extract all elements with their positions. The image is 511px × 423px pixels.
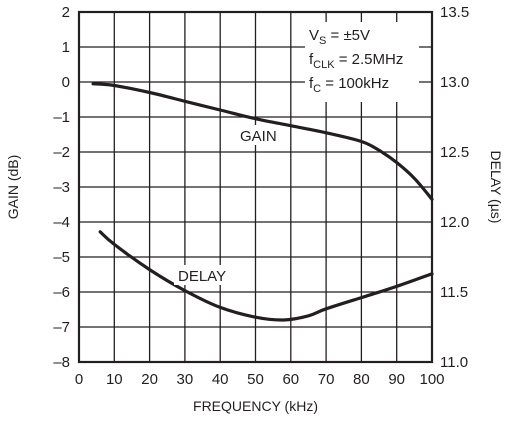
- right-tick-label: 12.5: [440, 144, 469, 161]
- left-tick-label: –6: [53, 284, 70, 301]
- right-tick-label: 11.0: [440, 354, 468, 371]
- left-tick-label: –5: [53, 249, 70, 266]
- gain-label-group: GAIN: [236, 125, 280, 145]
- x-tick-label: 90: [388, 371, 405, 388]
- x-tick-label: 100: [419, 371, 444, 388]
- right-tick-label: 11.5: [440, 284, 468, 301]
- conditions-box: VS = ±5V fCLK = 2.5MHz fC = 100kHz: [305, 22, 419, 102]
- left-tick-label: –2: [53, 144, 70, 161]
- left-tick-label: –8: [53, 354, 70, 371]
- condition-fclk-symbol: f: [309, 51, 314, 68]
- x-tick-label: 60: [282, 371, 299, 388]
- x-tick-label: 10: [106, 371, 123, 388]
- x-tick-label: 30: [177, 371, 194, 388]
- left-tick-label: –4: [53, 214, 70, 231]
- x-tick-label: 0: [75, 371, 83, 388]
- right-axis-tick-labels: 13.5 13.0 12.5 12.0 11.5 11.0: [440, 4, 469, 371]
- condition-vs-subscript: S: [319, 35, 326, 47]
- x-axis-title: FREQUENCY (kHz): [193, 398, 318, 414]
- delay-curve-label: DELAY: [178, 268, 226, 285]
- left-tick-label: 2: [62, 4, 70, 21]
- left-axis-tick-labels: 2 1 0 –1 –2 –3 –4 –5 –6 –7 –8: [53, 4, 70, 371]
- grid-lines: [79, 12, 432, 362]
- condition-fc-subscript: C: [313, 83, 321, 95]
- delay-label-group: DELAY: [174, 265, 228, 285]
- gain-label-background: [236, 125, 280, 145]
- condition-vs-value: = ±5V: [326, 27, 370, 44]
- gain-curve-label: GAIN: [240, 128, 277, 145]
- left-axis-title: GAIN (dB): [5, 155, 21, 220]
- condition-vs-symbol: V: [309, 27, 319, 44]
- right-tick-label: 13.0: [440, 74, 469, 91]
- x-tick-label: 80: [353, 371, 370, 388]
- condition-fc-value: = 100kHz: [321, 75, 389, 92]
- series-line-gain: [91, 82, 434, 201]
- x-axis-tick-labels: 0 10 20 30 40 50 60 70 80 90 100: [75, 371, 445, 388]
- condition-fclk-subscript: CLK: [313, 59, 335, 71]
- x-tick-label: 40: [212, 371, 229, 388]
- left-tick-label: –1: [53, 109, 70, 126]
- delay-label-background: [174, 265, 228, 285]
- series-line-delay: [98, 230, 434, 322]
- left-tick-label: 1: [62, 39, 70, 56]
- plot-frame: [77, 10, 434, 364]
- condition-fc-symbol: f: [309, 75, 314, 92]
- x-tick-label: 70: [318, 371, 335, 388]
- condition-vs: VS = ±5V: [309, 27, 370, 47]
- condition-fclk-value: = 2.5MHz: [335, 51, 404, 68]
- data-series: [91, 82, 434, 322]
- left-tick-label: –7: [53, 319, 70, 336]
- condition-fc: fC = 100kHz: [309, 75, 389, 95]
- right-tick-label: 13.5: [440, 4, 469, 21]
- x-tick-label: 50: [247, 371, 264, 388]
- condition-fclk: fCLK = 2.5MHz: [309, 51, 403, 71]
- right-axis-title: DELAY (µs): [488, 151, 504, 224]
- x-tick-label: 20: [141, 371, 158, 388]
- left-tick-label: –3: [53, 179, 70, 196]
- conditions-box-background: [305, 22, 419, 102]
- right-tick-label: 12.0: [440, 214, 469, 231]
- left-tick-label: 0: [62, 74, 70, 91]
